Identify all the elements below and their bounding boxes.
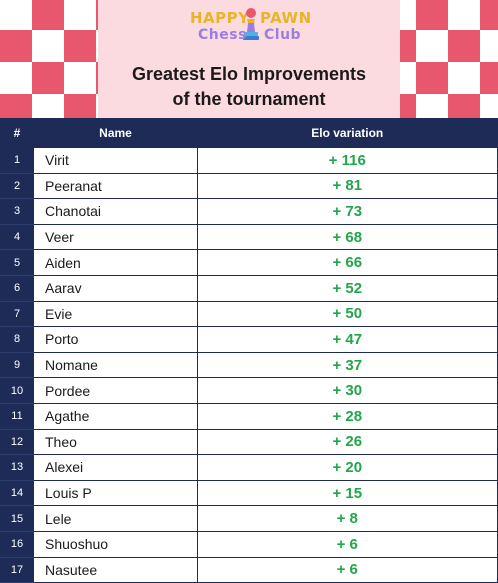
player-name-cell: Alexei <box>34 454 198 481</box>
player-name-cell: Nasutee <box>34 557 198 583</box>
table-row: 5 Aiden + 66 <box>0 249 498 276</box>
elo-variation-cell: + 47 <box>197 326 498 353</box>
rank-cell: 14 <box>0 480 34 507</box>
table-row: 14 Louis P + 15 <box>0 480 498 507</box>
club-logo: HAPPY PAWN Chess Club <box>190 6 312 46</box>
header-banner: HAPPY PAWN Chess Club Greatest Elo Impro… <box>0 0 498 118</box>
elo-variation-cell: + 15 <box>197 480 498 507</box>
rank-cell: 9 <box>0 352 34 379</box>
elo-variation-cell: + 116 <box>197 148 498 174</box>
player-name-cell: Shuoshuo <box>34 531 198 558</box>
elo-variation-cell: + 20 <box>197 454 498 481</box>
rank-cell: 12 <box>0 429 34 456</box>
elo-table: # Name Elo variation 1 Virit + 116 2 Peerana… <box>0 118 498 583</box>
elo-variation-cell: + 8 <box>197 505 498 532</box>
player-name-cell: Evie <box>34 301 198 328</box>
rank-cell: 6 <box>0 275 34 302</box>
elo-variation-cell: + 68 <box>197 224 498 251</box>
rank-cell: 2 <box>0 173 34 200</box>
player-name-cell: Chanotai <box>34 198 198 225</box>
player-name-cell: Aiden <box>34 249 198 276</box>
header-num: # <box>0 118 34 148</box>
table-row: 2 Peeranat + 81 <box>0 173 498 200</box>
player-name-cell: Agathe <box>34 403 198 430</box>
logo-word-pawn: PAWN <box>260 9 312 27</box>
page-title: Greatest Elo Improvements of the tournam… <box>98 62 400 112</box>
table-row: 6 Aarav + 52 <box>0 275 498 302</box>
pawn-icon <box>243 8 259 40</box>
table-header-row: # Name Elo variation <box>0 118 498 148</box>
table-row: 1 Virit + 116 <box>0 148 498 174</box>
table-row: 8 Porto + 47 <box>0 326 498 353</box>
player-name-cell: Theo <box>34 429 198 456</box>
rank-cell: 5 <box>0 249 34 276</box>
rank-cell: 16 <box>0 531 34 558</box>
rank-cell: 7 <box>0 301 34 328</box>
player-name-cell: Porto <box>34 326 198 353</box>
rank-cell: 11 <box>0 403 34 430</box>
header-variation: Elo variation <box>197 118 498 148</box>
player-name-cell: Pordee <box>34 377 198 404</box>
rank-cell: 10 <box>0 377 34 404</box>
rank-cell: 8 <box>0 326 34 353</box>
player-name-cell: Louis P <box>34 480 198 507</box>
player-name-cell: Virit <box>34 148 198 174</box>
elo-variation-cell: + 30 <box>197 377 498 404</box>
elo-variation-cell: + 66 <box>197 249 498 276</box>
elo-variation-cell: + 50 <box>197 301 498 328</box>
elo-variation-cell: + 52 <box>197 275 498 302</box>
table-row: 7 Evie + 50 <box>0 301 498 328</box>
player-name-cell: Nomane <box>34 352 198 379</box>
elo-variation-cell: + 28 <box>197 403 498 430</box>
table-row: 10 Pordee + 30 <box>0 377 498 404</box>
table-row: 15 Lele + 8 <box>0 505 498 532</box>
rank-cell: 13 <box>0 454 34 481</box>
elo-variation-cell: + 73 <box>197 198 498 225</box>
player-name-cell: Lele <box>34 505 198 532</box>
table-row: 11 Agathe + 28 <box>0 403 498 430</box>
title-line-1: Greatest Elo Improvements <box>131 64 367 84</box>
logo-word-chess: Chess <box>198 27 247 43</box>
title-line-2: of the tournament <box>172 89 326 109</box>
table-row: 17 Nasutee + 6 <box>0 557 498 583</box>
table-row: 3 Chanotai + 73 <box>0 198 498 225</box>
title-panel: HAPPY PAWN Chess Club Greatest Elo Impro… <box>98 0 400 118</box>
rank-cell: 1 <box>0 148 34 174</box>
elo-variation-cell: + 6 <box>197 557 498 583</box>
elo-variation-cell: + 37 <box>197 352 498 379</box>
elo-variation-cell: + 6 <box>197 531 498 558</box>
table-row: 16 Shuoshuo + 6 <box>0 531 498 558</box>
player-name-cell: Aarav <box>34 275 198 302</box>
rank-cell: 4 <box>0 224 34 251</box>
table-row: 13 Alexei + 20 <box>0 454 498 481</box>
table-body: 1 Virit + 116 2 Peeranat + 81 3 Chanotai + 73 4 Ve… <box>0 148 498 583</box>
player-name-cell: Peeranat <box>34 173 198 200</box>
header-name: Name <box>34 118 197 148</box>
rank-cell: 17 <box>0 557 34 583</box>
table-row: 9 Nomane + 37 <box>0 352 498 379</box>
table-row: 12 Theo + 26 <box>0 429 498 456</box>
elo-variation-cell: + 81 <box>197 173 498 200</box>
table-row: 4 Veer + 68 <box>0 224 498 251</box>
rank-cell: 15 <box>0 505 34 532</box>
rank-cell: 3 <box>0 198 34 225</box>
logo-word-happy: HAPPY <box>190 9 250 27</box>
elo-variation-cell: + 26 <box>197 429 498 456</box>
player-name-cell: Veer <box>34 224 198 251</box>
logo-word-club: Club <box>264 27 302 43</box>
